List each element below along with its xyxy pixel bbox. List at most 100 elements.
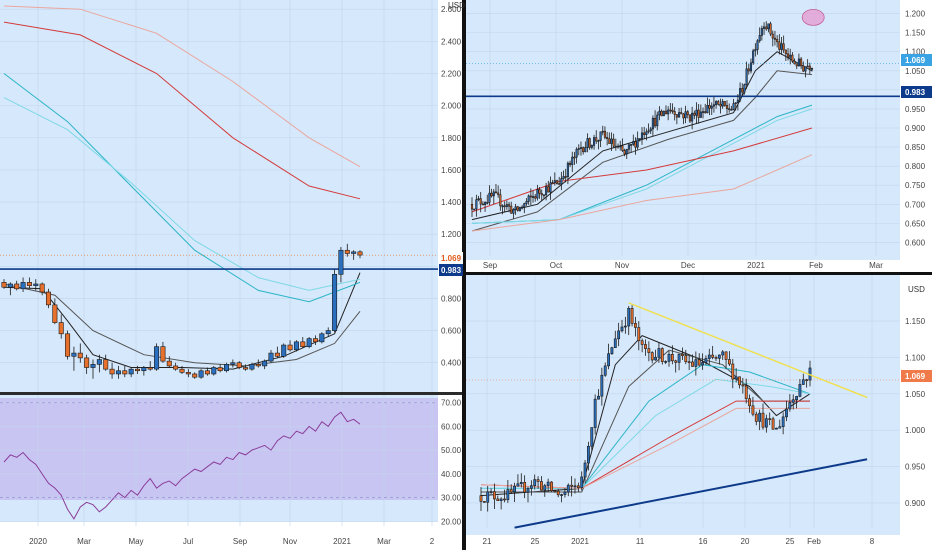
weekly-moving-average-line [3,5,361,168]
daily-price-scale[interactable] [900,0,932,275]
daily-candle [810,67,814,70]
daily-candle [706,105,709,114]
hourly-candle [707,354,711,359]
weekly-candle [65,333,71,357]
daily-candle [680,112,683,115]
weekly-candle [135,368,141,372]
hourly-candle [674,360,678,363]
weekly-candle [33,283,39,286]
daily-price-tick-label: 1.200 [905,10,926,19]
hourly-price-scale[interactable] [900,275,932,550]
daily-candle [540,193,543,196]
hourly-candle [660,348,664,362]
daily-candle [736,99,739,104]
weekly-moving-average-line [3,21,361,200]
hourly-candle [805,379,809,382]
daily-candle [767,23,770,30]
hourly-candle [630,308,634,324]
daily-candle [769,23,772,35]
hourly-candle [600,374,604,397]
daily-peak-highlight-ellipse [801,8,825,26]
weekly-candle [84,357,90,368]
hourly-time-tick-label: 16 [699,537,708,546]
hourly-candle [526,488,530,493]
hourly-candle [640,340,644,345]
daily-candle [599,131,602,141]
weekly-rsi-divider[interactable] [0,392,465,395]
daily-candle [643,132,646,135]
daily-candle [625,148,628,155]
hourly-candle [650,352,654,361]
hourly-candle [583,462,587,478]
daily-candle [553,180,556,184]
weekly-candle [52,304,58,323]
hourly-time-tick-label: 21 [483,537,492,546]
daily-price-tick-label: 1.150 [905,29,926,38]
hourly-candle [667,353,671,362]
daily-candle [549,182,552,193]
rsi-band [0,398,438,500]
daily-candle [741,88,744,93]
weekly-candle [154,346,160,370]
weekly-candle [357,251,363,256]
daily-candle [514,206,517,210]
daily-candle [523,203,526,208]
daily-candle [512,209,515,214]
rsi-tick-label: 60.00 [441,422,462,431]
weekly-candle [255,364,261,367]
daily-candle [776,38,779,43]
horizontal-pane-divider[interactable] [466,272,932,275]
weekly-moving-average-line [3,283,361,367]
hourly-price-tick-label: 1.150 [905,317,926,326]
daily-candle [771,33,774,39]
daily-candle [505,204,508,207]
weekly-time-tick-label: 2021 [333,537,351,546]
daily-candle [808,65,811,70]
weekly-candle [122,370,128,375]
daily-candle [630,144,633,146]
weekly-time-tick-label: Nov [283,537,297,546]
daily-candle [780,43,783,50]
daily-candle [728,108,731,110]
daily-candle [640,132,644,139]
weekly-time-tick-label: Sep [233,537,248,546]
daily-candle [562,176,565,179]
hourly-candle [506,489,510,501]
weekly-candle [166,360,172,367]
vertical-pane-divider[interactable] [462,0,466,550]
hourly-candle [523,482,527,493]
weekly-plot-area[interactable] [0,0,438,392]
hourly-candle [607,353,610,367]
hourly-candle [486,491,490,503]
hourly-support-trendline [514,458,868,529]
weekly-time-tick-label: May [128,537,143,546]
daily-time-tick-label: 2021 [747,261,765,270]
daily-moving-average-line [471,127,813,213]
hourly-resistance-trendline [628,302,868,399]
hourly-candle [734,376,738,380]
hourly-time-tick-label: 2021 [571,537,589,546]
daily-candle [684,111,687,119]
hourly-candle [677,353,681,363]
hourly-candle [509,489,513,493]
daily-candle [516,206,519,211]
daily-plot-area[interactable] [466,0,900,260]
weekly-candle [173,365,179,370]
hourly-candle [536,479,540,482]
hourly-candle [681,353,684,357]
daily-moving-average-line [471,70,813,232]
hourly-plot-area[interactable] [466,275,900,535]
hourly-candle [644,344,647,349]
daily-candle [636,138,639,148]
weekly-moving-average-line [3,73,361,303]
hourly-candle [684,355,688,363]
daily-candle [569,162,572,165]
hourly-candle [499,498,503,501]
daily-candle [695,109,698,116]
hourly-candle [721,351,725,356]
weekly-candle [249,364,255,370]
daily-candle [660,110,663,117]
weekly-candle [192,373,198,378]
weekly-price-tick-label: 0.400 [441,359,462,368]
svg-text:0.983: 0.983 [905,88,926,97]
